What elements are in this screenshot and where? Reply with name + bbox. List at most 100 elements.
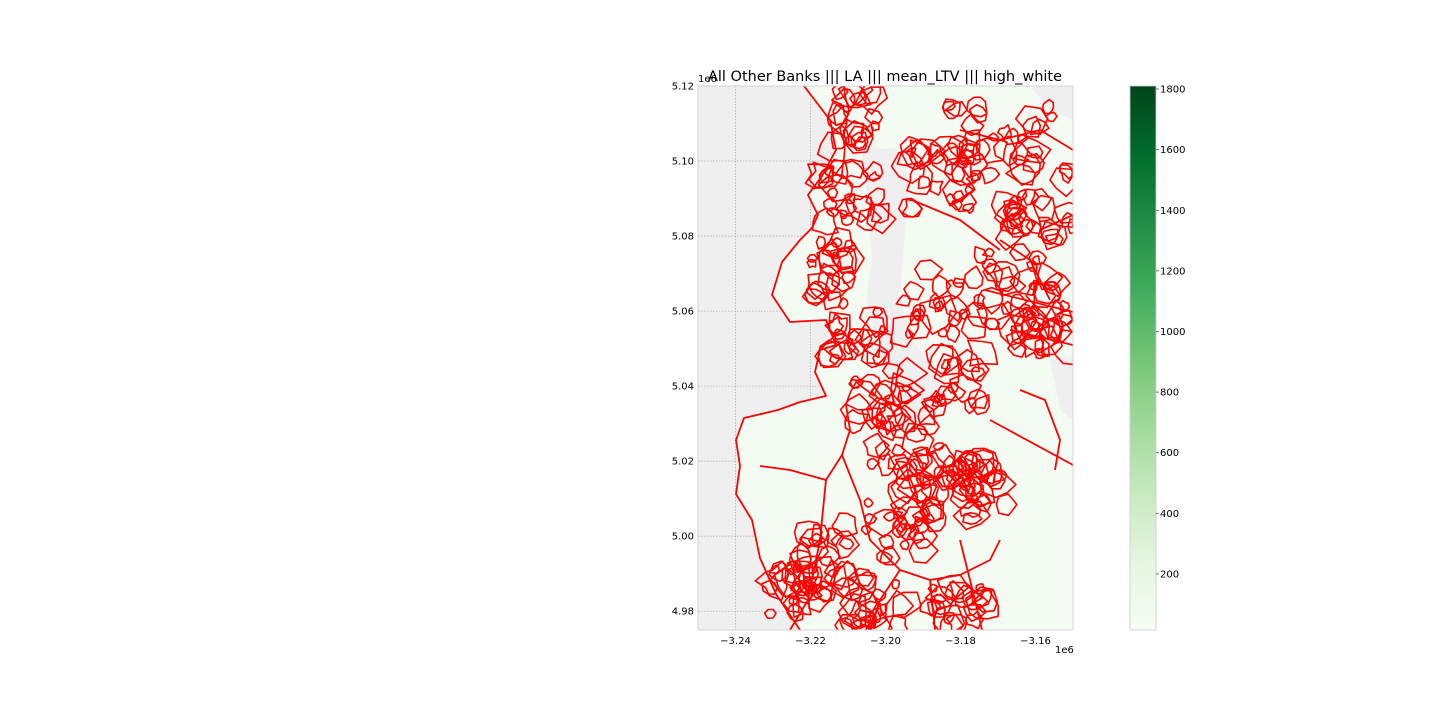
tract-boundary <box>804 163 834 190</box>
tract-boundary <box>952 449 981 472</box>
colorbar-tick-label: 800 <box>1160 388 1179 399</box>
tract-boundary <box>1002 127 1020 146</box>
tract-boundary <box>972 588 999 613</box>
tract-boundary <box>803 581 815 592</box>
tract-boundary <box>999 212 1019 236</box>
tract-boundary <box>848 378 863 389</box>
tract-boundary <box>993 266 1016 290</box>
tract-boundary <box>1005 330 1027 351</box>
tract-boundary <box>906 160 933 196</box>
tract-boundary <box>947 382 959 394</box>
tract-boundary <box>1043 281 1060 292</box>
tract-boundary <box>887 477 917 511</box>
tract-boundary <box>882 510 896 522</box>
tract-boundary <box>782 595 800 613</box>
water-area <box>1050 355 1073 420</box>
map-title: All Other Banks ||| LA ||| mean_LTV ||| … <box>708 69 1062 85</box>
tract-boundary <box>789 579 810 597</box>
tract-boundary <box>884 589 914 618</box>
tract-boundary <box>897 197 923 218</box>
tract-boundary <box>929 135 965 176</box>
tract-boundary <box>1022 115 1042 138</box>
tract-boundary <box>872 588 887 602</box>
tract-boundary <box>1040 228 1059 246</box>
tract-boundary <box>856 571 877 592</box>
tract-boundary <box>825 207 840 218</box>
tract-boundary <box>830 560 860 599</box>
tract-boundary <box>889 315 920 348</box>
tract-boundary <box>952 500 991 531</box>
tract-boundary <box>803 576 822 595</box>
tract-boundary <box>850 131 869 152</box>
tract-boundary <box>893 404 917 434</box>
map-frame <box>697 85 1074 631</box>
map-axes: −3.24 −3.22 −3.20 −3.18 −3.16 5.125.105.085.… <box>672 74 1074 656</box>
tract-boundary <box>840 214 855 227</box>
colorbar-ticks: 1800 1600 1400 1200 1000 800 600 400 200 <box>1156 85 1185 580</box>
tract-boundary <box>976 286 1004 315</box>
tract-boundary <box>847 574 877 604</box>
tract-boundary <box>1025 279 1057 309</box>
tract-boundary <box>831 87 856 113</box>
tract-boundaries <box>735 86 1073 630</box>
tract-boundary <box>967 388 989 410</box>
tract-boundary <box>1002 211 1025 235</box>
tract-boundary <box>815 235 827 250</box>
tract-boundary <box>962 511 983 525</box>
tract-boundary <box>1019 325 1061 354</box>
y-tick-label: 4.98 <box>672 607 694 618</box>
tract-boundary <box>1042 314 1064 339</box>
tract-boundary <box>1014 105 1049 136</box>
y-tick-label: 5.04 <box>672 382 694 393</box>
colorbar-fill <box>1130 86 1156 630</box>
tract-boundary <box>1030 187 1052 212</box>
tract-boundary <box>846 567 875 587</box>
tract-boundary <box>964 301 988 329</box>
tract-boundary <box>929 389 941 403</box>
tract-boundary <box>1034 337 1050 358</box>
tract-boundary <box>830 244 865 275</box>
x-tick-label: −3.18 <box>945 636 976 647</box>
tract-boundary <box>811 584 834 602</box>
tract-boundary <box>932 604 966 630</box>
tract-boundary <box>1019 389 1061 471</box>
tract-boundary <box>735 86 837 630</box>
tract-boundary <box>864 513 878 525</box>
tract-boundary <box>906 314 932 340</box>
tract-boundary <box>872 348 890 366</box>
tract-boundary <box>824 272 851 302</box>
tract-boundary <box>796 536 829 571</box>
tract-boundary <box>944 580 965 600</box>
tract-boundary <box>1021 188 1040 206</box>
tract-boundary <box>912 446 933 469</box>
tract-boundary <box>921 497 945 524</box>
tract-boundary <box>916 414 940 436</box>
tract-boundary <box>912 308 926 322</box>
tract-boundary <box>1008 307 1029 326</box>
tract-boundary <box>844 408 869 435</box>
tract-boundary <box>963 265 984 290</box>
tract-boundary <box>876 550 893 564</box>
tract-boundary <box>962 202 975 215</box>
tract-boundary <box>927 583 938 594</box>
tract-boundary <box>920 398 940 414</box>
tract-boundary <box>1049 167 1073 198</box>
tract-boundary <box>940 381 967 402</box>
tract-boundary <box>806 253 819 263</box>
tract-boundary <box>1025 218 1042 235</box>
y-tick-label: 5.10 <box>672 157 694 168</box>
tract-boundary <box>891 460 910 482</box>
tract-boundary <box>981 258 998 276</box>
tract-boundary <box>973 293 986 310</box>
tract-boundary <box>789 549 812 574</box>
tract-boundary <box>1000 300 1013 315</box>
tract-boundary <box>1039 214 1073 231</box>
tract-boundary <box>834 158 865 180</box>
colorbar-tick-label: 1600 <box>1160 145 1185 156</box>
tract-boundary <box>823 291 842 311</box>
tract-boundary <box>829 560 859 588</box>
tract-boundary <box>832 104 850 126</box>
tract-boundary <box>1053 201 1073 224</box>
tract-boundary <box>994 216 1026 251</box>
tract-boundary <box>806 259 817 269</box>
